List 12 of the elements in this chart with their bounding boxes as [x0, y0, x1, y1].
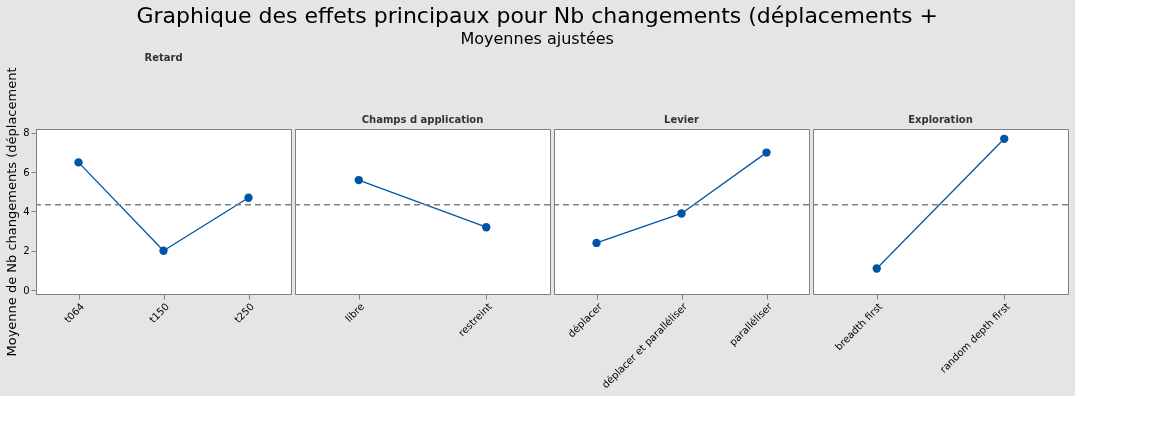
text: Graphique des effets principaux pour Nb changements (déplacements +: [136, 3, 938, 29]
y-tick-label: 8: [23, 127, 30, 139]
chart-title: Exploration: [908, 114, 973, 125]
y-tick-label: 4: [23, 206, 30, 217]
y-tick-label: 0: [23, 284, 30, 296]
y-tick-label: 2: [23, 245, 30, 257]
y-tick-label: 6: [23, 166, 30, 178]
chart-title: Retard: [144, 52, 183, 63]
chart-title: Champs d application: [361, 114, 484, 125]
y-axis-title: Moyenne de Nb changements (déplacement: [4, 67, 20, 357]
chart-title: Levier: [664, 114, 699, 125]
text: Moyennes ajustées: [460, 29, 614, 49]
